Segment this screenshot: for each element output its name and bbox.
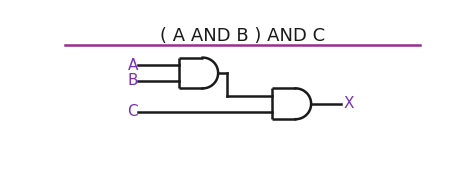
Text: X: X — [344, 96, 354, 111]
Text: A: A — [128, 58, 138, 73]
Text: C: C — [128, 104, 138, 119]
Text: B: B — [128, 73, 138, 88]
Text: ( A AND B ) AND C: ( A AND B ) AND C — [160, 27, 326, 45]
